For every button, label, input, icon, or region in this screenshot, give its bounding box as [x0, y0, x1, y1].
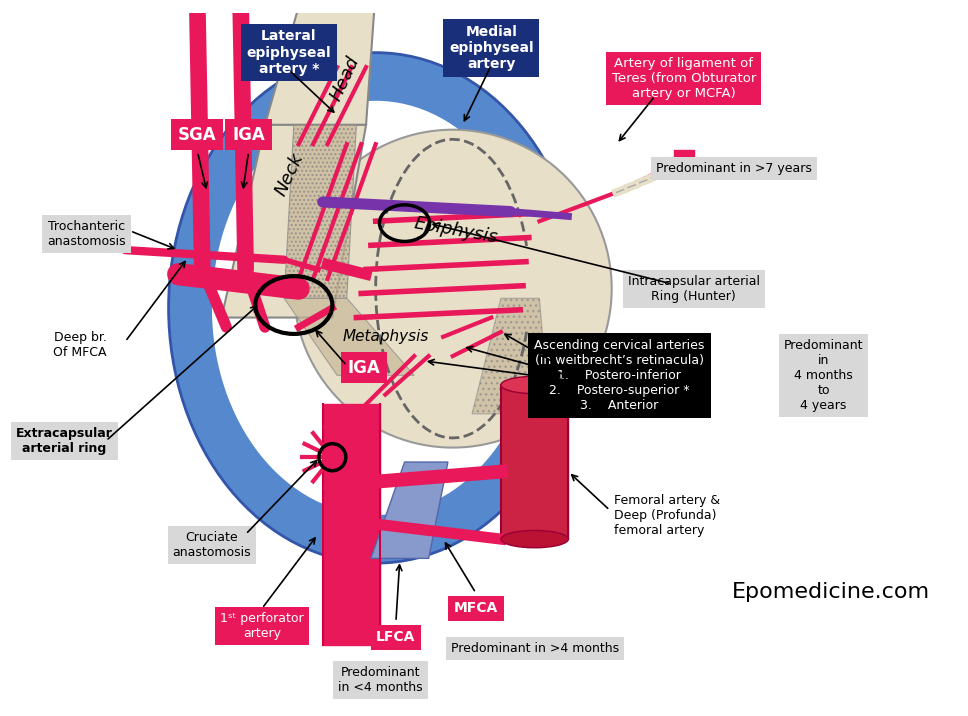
- Polygon shape: [285, 125, 356, 299]
- Text: Medial
epiphyseal
artery: Medial epiphyseal artery: [449, 24, 533, 71]
- Text: IGA: IGA: [232, 125, 265, 143]
- Text: Epomedicine.com: Epomedicine.com: [732, 582, 930, 602]
- Text: Metaphysis: Metaphysis: [342, 329, 429, 344]
- Polygon shape: [265, 0, 376, 125]
- Polygon shape: [222, 125, 366, 317]
- Text: Intracapsular arterial
Ring (Hunter): Intracapsular arterial Ring (Hunter): [627, 275, 760, 303]
- Text: Predominant in >4 months: Predominant in >4 months: [450, 642, 619, 655]
- Text: Extracapsular
arterial ring: Extracapsular arterial ring: [16, 427, 113, 455]
- Text: Predominant
in <4 months: Predominant in <4 months: [338, 666, 423, 694]
- Polygon shape: [371, 462, 448, 558]
- Text: Epiphysis: Epiphysis: [412, 215, 499, 247]
- Ellipse shape: [212, 101, 539, 515]
- Polygon shape: [285, 299, 414, 375]
- Ellipse shape: [168, 53, 583, 563]
- Text: Predominant
in
4 months
to
4 years: Predominant in 4 months to 4 years: [784, 339, 863, 412]
- Text: Lateral
epiphyseal
artery *: Lateral epiphyseal artery *: [247, 29, 331, 76]
- Text: 1ˢᵗ perforator
artery: 1ˢᵗ perforator artery: [220, 611, 304, 640]
- Text: Cruciate
anastomosis: Cruciate anastomosis: [172, 531, 252, 559]
- Text: Artery of ligament of
Teres (from Obturator
artery or MCFA): Artery of ligament of Teres (from Obtura…: [612, 57, 756, 100]
- Text: IGA: IGA: [348, 359, 380, 377]
- Circle shape: [294, 130, 612, 448]
- Text: Head: Head: [327, 54, 363, 104]
- Text: Predominant in >7 years: Predominant in >7 years: [656, 162, 812, 175]
- Text: MFCA: MFCA: [454, 601, 498, 616]
- Text: SGA: SGA: [178, 125, 217, 143]
- Ellipse shape: [500, 531, 568, 548]
- Text: Ascending cervical arteries
(in weitbrecht’s retinacula)
1.    Postero-inferior
: Ascending cervical arteries (in weitbrec…: [534, 339, 705, 412]
- Text: Trochanteric
anastomosis: Trochanteric anastomosis: [47, 220, 126, 248]
- Text: LFCA: LFCA: [377, 630, 415, 644]
- Ellipse shape: [500, 377, 568, 394]
- Text: Deep br.
Of MFCA: Deep br. Of MFCA: [53, 332, 106, 359]
- Text: Femoral artery &
Deep (Profunda)
femoral artery: Femoral artery & Deep (Profunda) femoral…: [614, 495, 720, 538]
- Text: Neck: Neck: [271, 151, 307, 199]
- Polygon shape: [472, 299, 549, 414]
